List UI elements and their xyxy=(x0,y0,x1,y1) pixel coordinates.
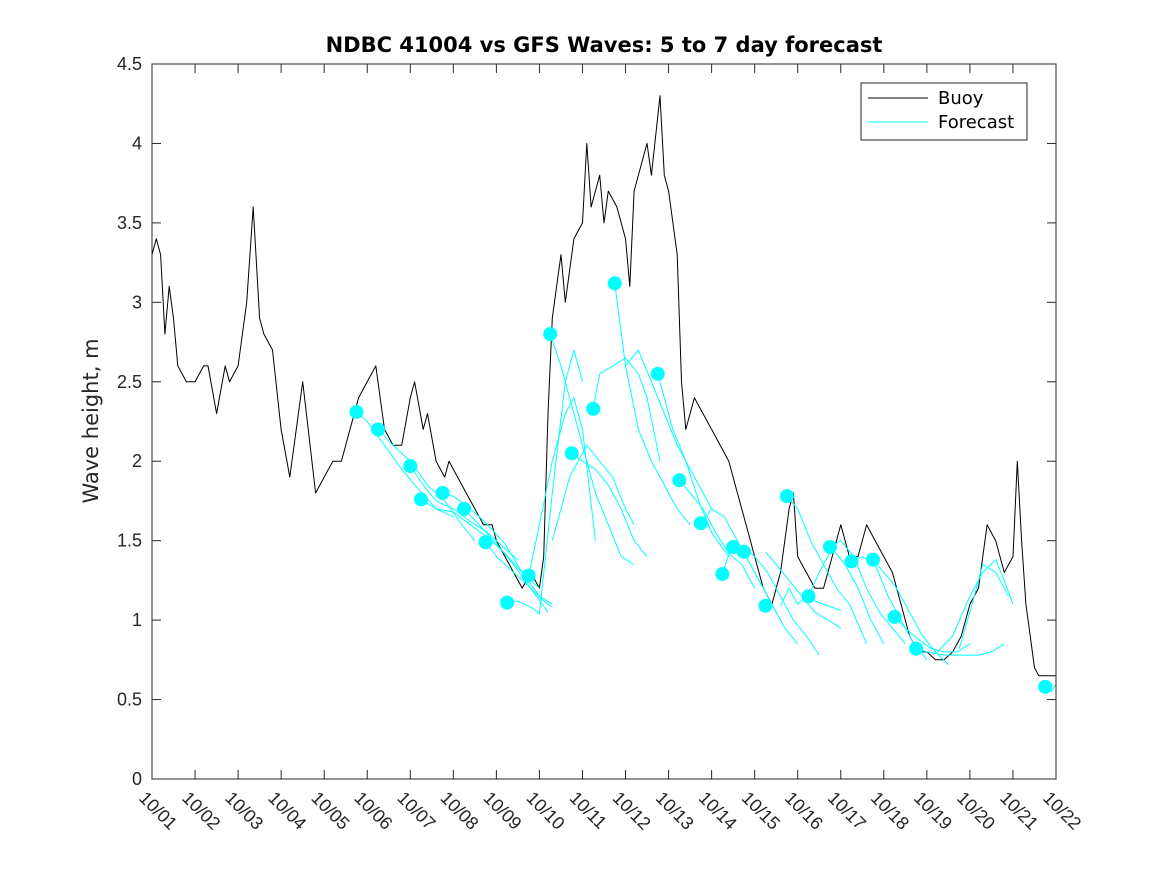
forecast-marker xyxy=(1038,679,1053,694)
y-axis-label: Wave height, m xyxy=(79,338,103,503)
plot-area xyxy=(152,64,1056,779)
series-line-forecast xyxy=(377,429,476,542)
series-line-forecast xyxy=(958,564,1010,649)
forecast-marker xyxy=(414,492,429,507)
forecast-marker xyxy=(779,489,794,504)
chart-title: NDBC 41004 vs GFS Waves: 5 to 7 day fore… xyxy=(326,33,883,57)
forecast-marker xyxy=(500,595,515,610)
forecast-marker xyxy=(564,446,579,461)
series-line-forecast xyxy=(915,643,1005,656)
forecast-marker xyxy=(758,598,773,613)
y-tick-label: 3 xyxy=(132,292,142,312)
y-tick-label: 0.5 xyxy=(117,690,142,710)
series-line-forecast xyxy=(463,508,549,613)
forecast-marker xyxy=(887,609,902,624)
forecast-marker xyxy=(457,501,472,516)
forecast-marker xyxy=(371,422,385,437)
marker-layer xyxy=(349,276,1053,694)
forecast-marker xyxy=(823,540,837,555)
forecast-marker xyxy=(650,366,665,381)
forecast-marker xyxy=(543,327,558,342)
y-tick-label: 1.5 xyxy=(117,531,142,551)
series-line-forecast xyxy=(442,492,553,605)
y-tick-label: 1 xyxy=(132,610,142,630)
forecast-marker xyxy=(715,567,730,582)
series-line-forecast xyxy=(894,616,971,653)
y-tick-label: 0 xyxy=(132,769,142,789)
forecast-marker xyxy=(909,641,924,656)
forecast-marker xyxy=(349,404,364,419)
series-line-forecast xyxy=(657,373,730,557)
forecast-marker xyxy=(693,516,708,531)
forecast-marker xyxy=(403,458,418,473)
forecast-marker xyxy=(607,276,622,291)
series-line-forecast xyxy=(625,349,713,510)
forecast-marker xyxy=(521,568,536,583)
series-line-forecast xyxy=(937,559,1014,653)
forecast-marker xyxy=(866,552,881,567)
series-line-forecast xyxy=(551,444,635,541)
legend-label-buoy: Buoy xyxy=(938,88,984,109)
series-line-forecast xyxy=(507,349,583,615)
series-layer xyxy=(151,95,1057,693)
series-line-forecast xyxy=(420,498,540,589)
series-line-forecast xyxy=(549,333,635,565)
y-tick-label: 4.5 xyxy=(117,54,142,74)
axes-box xyxy=(151,63,1057,780)
legend-box xyxy=(860,82,1028,141)
y-tick-label: 4 xyxy=(132,133,142,153)
series-line-forecast xyxy=(743,546,820,656)
forecast-marker xyxy=(435,486,450,500)
forecast-marker xyxy=(586,401,601,416)
forecast-marker xyxy=(672,473,687,488)
series-line-forecast xyxy=(872,559,949,665)
y-tick-label: 3.5 xyxy=(117,213,142,233)
series-line-buoy xyxy=(151,95,1056,677)
legend: Buoy Forecast xyxy=(860,82,1028,141)
legend-label-forecast: Forecast xyxy=(938,112,1014,133)
series-line-forecast xyxy=(571,452,648,557)
forecast-marker xyxy=(478,535,493,550)
forecast-marker xyxy=(844,554,859,569)
series-line-forecast xyxy=(592,357,661,462)
forecast-marker xyxy=(736,544,751,559)
series-line-forecast xyxy=(829,540,906,645)
y-tick-label: 2 xyxy=(132,451,142,471)
series-line-forecast xyxy=(808,548,885,645)
series-line-forecast xyxy=(678,479,756,589)
series-line-forecast xyxy=(485,541,553,608)
forecast-marker xyxy=(801,589,816,604)
series-line-forecast xyxy=(528,397,596,576)
y-tick-label: 2.5 xyxy=(117,372,142,392)
